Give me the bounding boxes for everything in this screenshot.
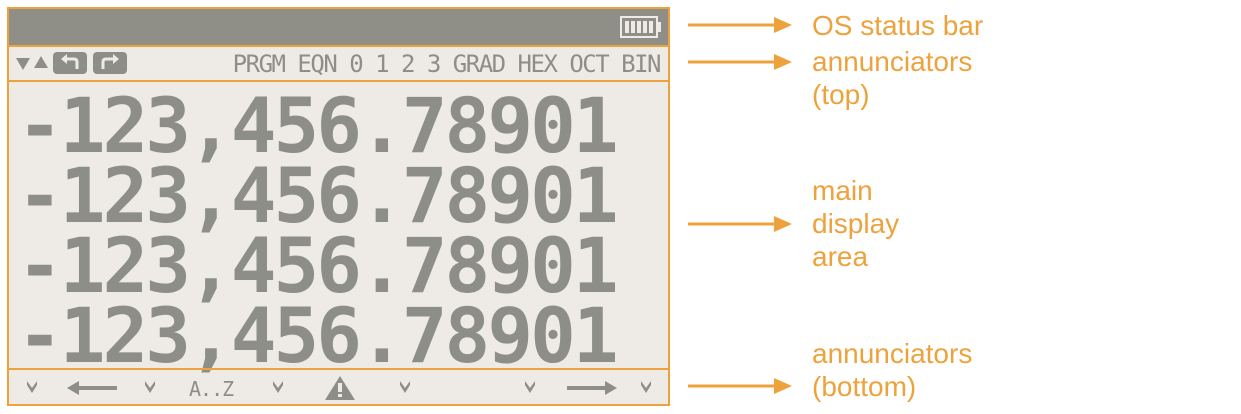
annunciators-top-arrow bbox=[688, 54, 792, 70]
label-main-1: main bbox=[812, 175, 873, 206]
label-annunciators-top-2: (top) bbox=[812, 79, 870, 110]
label-main-3: area bbox=[812, 241, 869, 272]
softkey-marker-icon bbox=[27, 381, 37, 393]
softkey-marker-icon bbox=[400, 381, 410, 393]
scroll-down-icon bbox=[16, 58, 30, 70]
redo-icon bbox=[93, 52, 127, 74]
alpha-range-label: A..Z bbox=[189, 377, 234, 401]
display-row-1: -123,456.78901 bbox=[17, 81, 619, 170]
annunciators-top: PRGM EQN 0 1 2 3 GRAD HEX OCT BIN bbox=[9, 47, 668, 80]
softkey-marker-icon bbox=[273, 381, 283, 393]
annunciator-icons bbox=[15, 52, 127, 74]
label-annunciators-top-1: annunciators bbox=[812, 46, 973, 77]
annunciators-bottom-arrow bbox=[688, 378, 792, 394]
label-status-bar: OS status bar bbox=[812, 10, 984, 41]
warning-icon bbox=[325, 376, 355, 400]
os-status-bar bbox=[9, 9, 668, 45]
status-bar-arrow bbox=[688, 17, 792, 33]
undo-icon bbox=[53, 52, 87, 74]
display-row-4: -123,456.78901 bbox=[17, 291, 619, 380]
annunciator-text: PRGM EQN 0 1 2 3 GRAD HEX OCT BIN bbox=[232, 50, 662, 78]
display-row-3: -123,456.78901 bbox=[17, 221, 619, 310]
softkey-marker-icon bbox=[145, 381, 155, 393]
label-main-2: display bbox=[812, 208, 900, 239]
display-row-2: -123,456.78901 bbox=[17, 151, 619, 240]
left-arrow-icon bbox=[67, 381, 117, 395]
annunciator-top-divider bbox=[9, 80, 668, 82]
battery-icon bbox=[620, 16, 661, 38]
scroll-up-icon bbox=[34, 56, 48, 68]
calculator-screen: PRGM EQN 0 1 2 3 GRAD HEX OCT BIN -123,4… bbox=[7, 7, 670, 406]
softkey-marker-icon bbox=[525, 381, 535, 393]
main-display-arrow bbox=[688, 216, 792, 232]
label-annunciators-bottom-1: annunciators bbox=[812, 338, 973, 369]
right-arrow-icon bbox=[567, 381, 617, 395]
label-annunciators-bottom-2: (bottom) bbox=[812, 371, 917, 402]
annunciator-bottom-divider bbox=[9, 368, 668, 370]
annunciators-bottom: A..Z bbox=[9, 373, 668, 406]
softkey-marker-icon bbox=[641, 381, 651, 393]
main-display-area: -123,456.78901 -123,456.78901 -123,456.7… bbox=[9, 81, 668, 374]
status-divider bbox=[9, 45, 668, 47]
